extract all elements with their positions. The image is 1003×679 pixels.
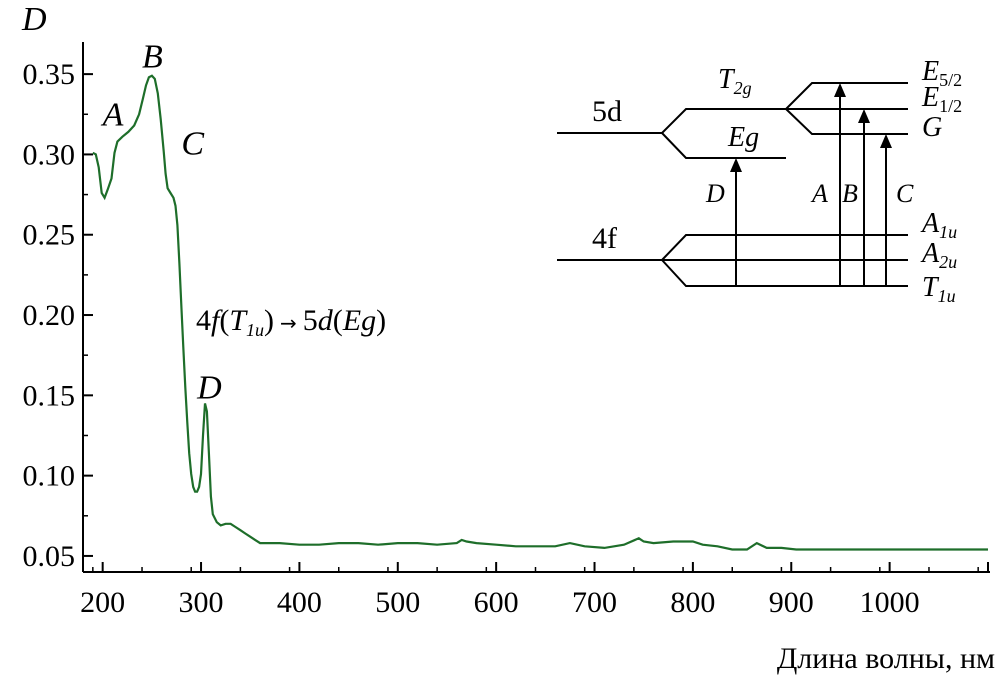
y-tick-label: 0.05 (23, 540, 76, 573)
annotation-t-sub: 1u (246, 320, 264, 340)
peak-label-c: C (181, 125, 204, 162)
peak-label-a: A (101, 97, 124, 134)
x-axis-label: Длина волны, нм (777, 642, 995, 675)
label-a2u-main: A (920, 238, 940, 269)
x-tick-label: 500 (375, 586, 420, 619)
x-tick-label: 300 (179, 586, 224, 619)
label-a1u: A1u (920, 208, 957, 242)
annotation-arrow: → (280, 311, 297, 335)
label-eg: Eg (727, 122, 759, 153)
label-t1u: T1u (922, 272, 956, 306)
label-t2g-sub: 2g (734, 78, 752, 98)
arrow-d-head (730, 158, 742, 172)
label-t2g-main: T (718, 64, 736, 95)
annotation-open2: ( (333, 304, 343, 337)
label-t1u-sub: 1u (938, 286, 956, 306)
arrow-label-d: D (705, 179, 725, 208)
y-tick-label: 0.10 (23, 460, 76, 493)
label-4f-text: 4f (592, 222, 617, 255)
y-axis-label: D (21, 1, 47, 38)
label-a2u-sub: 2u (939, 252, 957, 272)
annotation-close1: ) (264, 304, 274, 337)
level-5d-split-lower (661, 132, 786, 159)
y-tick-label: 0.15 (23, 379, 76, 412)
x-tick-label: 1000 (860, 586, 920, 619)
y-tick-label: 0.25 (23, 219, 76, 252)
y-tick-label: 0.35 (23, 58, 76, 91)
y-ticks: 0.05 0.10 0.15 0.20 0.25 0.30 0.35 (23, 58, 93, 573)
annotation-t: T (229, 304, 248, 337)
arrow-a-head (834, 83, 846, 97)
label-e12: E1/2 (921, 82, 962, 116)
label-t2g: T2g (718, 64, 752, 98)
y-tick-label: 0.30 (23, 138, 76, 171)
arrow-label-b: B (842, 179, 858, 208)
label-5d: 5d (592, 95, 622, 128)
x-tick-label: 800 (670, 586, 715, 619)
label-g: G (922, 112, 942, 143)
peak-label-b: B (142, 39, 163, 76)
y-tick-label: 0.20 (23, 299, 76, 332)
x-tick-label: 700 (572, 586, 617, 619)
label-4f: 4f (592, 222, 617, 255)
level-4f-split-upper (661, 234, 908, 261)
level-t2g-split-top (785, 82, 908, 110)
label-5d-text: 5d (592, 95, 622, 128)
absorption-series-line (92, 74, 988, 551)
label-e52: E5/2 (921, 56, 962, 90)
label-a1u-sub: 1u (939, 222, 957, 242)
arrow-b-head (858, 109, 870, 123)
energy-level-diagram: 5d 4f T2g Eg E5/2 E1/2 G A1u A2u T1u D A… (557, 56, 962, 306)
arrow-c-head (880, 134, 892, 148)
x-tick-label: 900 (769, 586, 814, 619)
label-t1u-main: T (922, 272, 940, 303)
transition-annotation: 4f(T1u) → 5d(Eg) (196, 304, 386, 340)
label-a1u-main: A (920, 208, 940, 239)
level-t2g-split-bottom (785, 108, 908, 135)
annotation-close2: ) (376, 304, 386, 337)
label-a2u: A2u (920, 238, 957, 272)
annotation-d: d (318, 304, 334, 337)
level-5d-split-upper (661, 108, 786, 134)
arrow-label-c: C (896, 179, 914, 208)
annotation-eg: Eg (342, 304, 376, 337)
label-e52-sub: 5/2 (939, 70, 962, 90)
arrow-label-a: A (810, 179, 828, 208)
label-e52-main: E (921, 56, 939, 87)
peak-label-d: D (196, 370, 222, 407)
peak-labels: AB C D (101, 39, 222, 407)
annotation-4: 4 (196, 304, 211, 337)
level-4f-split-lower (661, 259, 908, 287)
annotation-5: 5 (303, 304, 318, 337)
x-ticks: 200 300 400 500 600 700 800 900 1000 (80, 562, 989, 619)
x-tick-label: 400 (277, 586, 322, 619)
label-e12-sub: 1/2 (939, 96, 962, 116)
x-tick-label: 600 (474, 586, 519, 619)
annotation-open1: ( (219, 304, 229, 337)
x-tick-label: 200 (80, 586, 125, 619)
label-e12-main: E (921, 82, 939, 113)
